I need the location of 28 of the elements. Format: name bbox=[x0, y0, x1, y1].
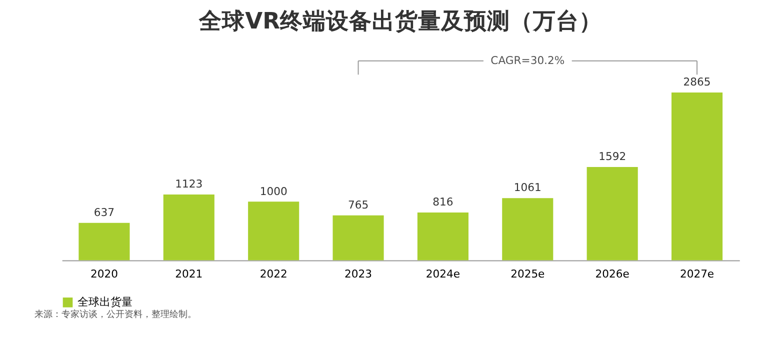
x-tick-label: 2021 bbox=[175, 267, 203, 280]
x-tick-label: 2022 bbox=[260, 267, 288, 280]
bar bbox=[586, 167, 638, 260]
bar bbox=[332, 215, 384, 260]
data-label: 1592 bbox=[598, 150, 626, 164]
data-label: 816 bbox=[432, 196, 454, 209]
x-tick-label: 2020 bbox=[90, 267, 118, 280]
source-note: 来源：专家访谈，公开资料，整理绘制。 bbox=[34, 309, 196, 320]
legend-label: 全球出货量 bbox=[78, 295, 133, 308]
text: CAGR=30.2% bbox=[490, 54, 565, 67]
x-tick-label: 2023 bbox=[344, 267, 372, 280]
data-label: 765 bbox=[348, 198, 369, 212]
x-tick-label: 2025e bbox=[510, 267, 546, 280]
bar bbox=[163, 194, 214, 260]
bar bbox=[248, 202, 300, 260]
bar bbox=[502, 198, 554, 260]
bar bbox=[78, 222, 130, 260]
chart-title: 全球VR终端设备出货量及预测（万台） bbox=[198, 8, 602, 34]
x-tick-label: 2027e bbox=[680, 267, 714, 280]
x-tick-label: 2026e bbox=[595, 267, 630, 280]
data-label: 2865 bbox=[683, 76, 711, 89]
data-label: 1061 bbox=[514, 181, 542, 194]
data-label: 1123 bbox=[175, 178, 203, 191]
bar bbox=[417, 212, 468, 260]
x-tick-label: 2024e bbox=[426, 267, 460, 280]
data-label: 1000 bbox=[260, 184, 288, 198]
bar bbox=[671, 92, 723, 260]
data-label: 637 bbox=[94, 206, 115, 220]
